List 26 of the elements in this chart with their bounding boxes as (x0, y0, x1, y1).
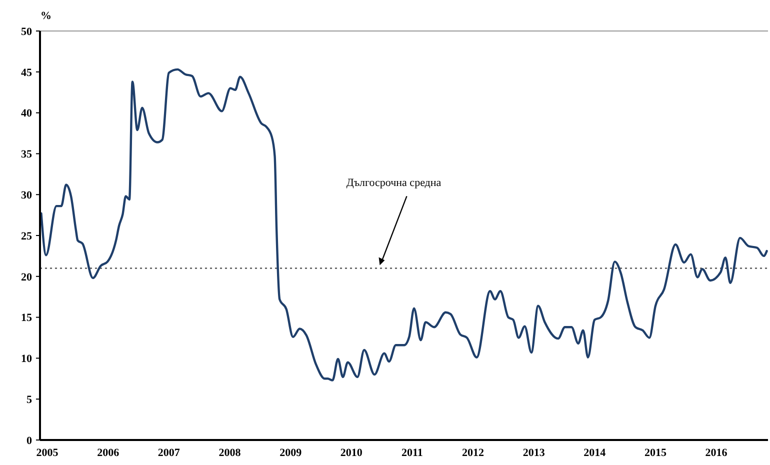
y-tick-label: 10 (21, 353, 32, 366)
y-tick-label: 5 (26, 394, 32, 406)
x-tick-label: 2012 (462, 447, 485, 459)
y-tick-label: 20 (21, 271, 32, 284)
y-tick-label: 35 (21, 148, 32, 161)
line-series (40, 68, 768, 382)
x-tick-label: 2015 (644, 447, 667, 459)
x-tick-label: 2005 (36, 447, 59, 459)
y-tick-label: 0 (26, 434, 32, 447)
x-tick-label: 2013 (522, 447, 546, 459)
y-tick-label: 30 (21, 189, 32, 202)
x-tick-label: 2007 (158, 447, 180, 459)
annotation: Дългосрочна средна (346, 177, 442, 190)
y-tick-label: 40 (21, 108, 32, 120)
x-tick-label: 2008 (218, 447, 242, 459)
y-tick-label: 25 (21, 230, 32, 242)
x-tick-label: 2011 (402, 447, 423, 459)
x-tick-label: 2009 (280, 447, 302, 459)
y-tick-label: 50 (21, 26, 32, 38)
x-tick-label: 2016 (705, 447, 728, 459)
y-tick-label: 45 (21, 66, 32, 79)
x-tick-label: 2014 (584, 447, 606, 459)
x-tick-label: 2010 (340, 447, 363, 459)
y-axis-title: % (40, 10, 52, 22)
y-tick-label: 15 (21, 312, 32, 324)
x-tick-label: 2006 (97, 447, 120, 459)
